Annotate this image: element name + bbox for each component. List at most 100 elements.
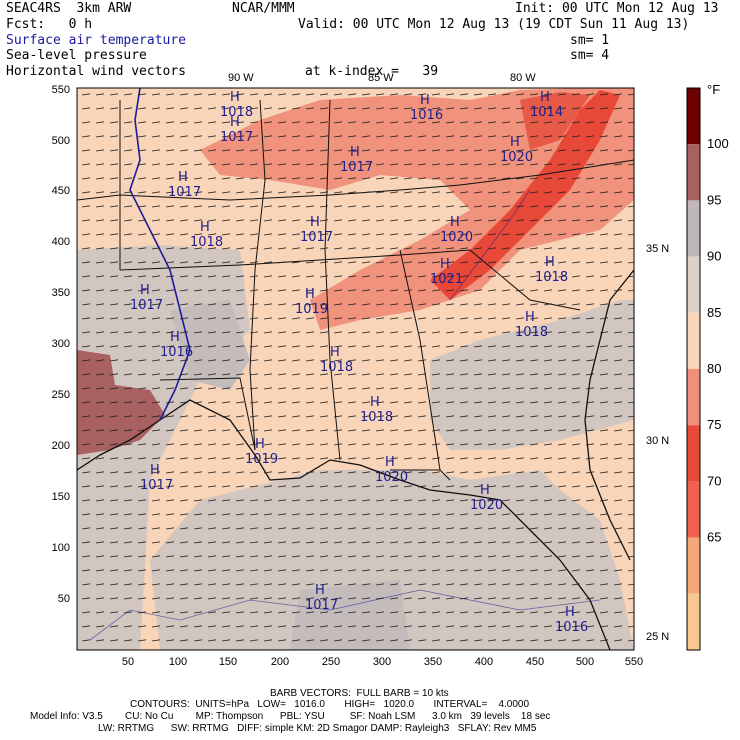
wind-barb — [109, 261, 119, 264]
wind-barb — [277, 317, 287, 320]
wind-barb — [417, 247, 427, 250]
wind-barb — [459, 415, 469, 418]
wind-barb — [627, 149, 634, 152]
wind-barb — [501, 499, 511, 502]
wind-barb — [515, 135, 525, 138]
wind-barb — [529, 261, 539, 264]
wind-barb — [291, 485, 301, 488]
wind-barb — [263, 429, 273, 432]
wind-barb — [235, 513, 245, 516]
wind-barb — [445, 499, 455, 502]
wind-barb — [109, 611, 119, 614]
wind-barb — [221, 429, 231, 432]
wind-barb — [305, 135, 315, 138]
wind-barb — [151, 555, 161, 558]
wind-barb — [445, 513, 455, 516]
wind-barb — [123, 639, 133, 642]
wind-barb — [473, 569, 483, 572]
wind-barb — [487, 205, 497, 208]
wind-barb — [389, 149, 399, 152]
wind-barb — [221, 359, 231, 362]
wind-barb — [235, 457, 245, 460]
wind-barb — [347, 261, 357, 264]
wind-barb — [613, 387, 623, 390]
wind-barb — [431, 261, 441, 264]
wind-barb — [249, 527, 259, 530]
wind-barb — [263, 177, 273, 180]
wind-barb — [137, 387, 147, 390]
wind-barb — [109, 135, 119, 138]
wind-barb — [151, 317, 161, 320]
wind-barb — [81, 527, 91, 530]
wind-barb — [179, 499, 189, 502]
wind-barb — [137, 569, 147, 572]
wind-barb — [515, 611, 525, 614]
wind-barb — [109, 177, 119, 180]
wind-barb — [473, 233, 483, 236]
wind-barb — [473, 121, 483, 124]
wind-barb — [459, 373, 469, 376]
wind-barb — [375, 345, 385, 348]
wind-barb — [529, 177, 539, 180]
wind-barb — [599, 583, 609, 586]
wind-barb — [221, 121, 231, 124]
wind-barb — [151, 331, 161, 334]
wind-barb — [431, 443, 441, 446]
wind-barb — [627, 205, 634, 208]
wind-barb — [403, 527, 413, 530]
wind-barb — [291, 401, 301, 404]
temperature-90-95-region — [170, 300, 250, 390]
wind-barb — [95, 401, 105, 404]
wind-barb — [361, 149, 371, 152]
wind-barb — [333, 583, 343, 586]
wind-barb — [627, 289, 634, 292]
wind-barb — [627, 485, 634, 488]
x-tick-label: 450 — [526, 656, 544, 668]
wind-barb — [347, 485, 357, 488]
wind-barb — [487, 303, 497, 306]
wind-barb — [417, 625, 427, 628]
wind-barb — [375, 401, 385, 404]
wind-barb — [347, 457, 357, 460]
wind-barb — [137, 513, 147, 516]
wind-barb — [585, 443, 595, 446]
wind-barb — [263, 317, 273, 320]
wind-barb — [165, 597, 175, 600]
wind-barb — [585, 93, 595, 96]
wind-barb — [249, 345, 259, 348]
wind-barb — [375, 219, 385, 222]
wind-barb — [277, 345, 287, 348]
wind-barb — [333, 373, 343, 376]
wind-barb — [179, 107, 189, 110]
wind-barb — [529, 527, 539, 530]
wind-barb — [585, 499, 595, 502]
wind-barb — [375, 331, 385, 334]
wind-barb — [305, 275, 315, 278]
wind-barb — [305, 317, 315, 320]
wind-barb — [515, 345, 525, 348]
temperature-90-95-region — [290, 580, 410, 650]
wind-barb — [109, 387, 119, 390]
wind-barb — [151, 121, 161, 124]
high-pressure-value: 1017 — [168, 185, 201, 200]
wind-barb — [585, 569, 595, 572]
wind-barb — [347, 555, 357, 558]
wind-barb — [151, 471, 161, 474]
x-axis-ticks: 50 100 150 200 250 300 350 400 450 500 550 — [122, 656, 643, 668]
wind-barb — [473, 499, 483, 502]
wind-barb — [417, 275, 427, 278]
wind-barb — [319, 639, 329, 642]
wind-barb — [599, 387, 609, 390]
wind-barb — [501, 107, 511, 110]
wind-barb — [389, 289, 399, 292]
wind-barb — [333, 527, 343, 530]
wind-barb — [291, 219, 301, 222]
wind-barb — [571, 597, 581, 600]
wind-barb — [193, 373, 203, 376]
wind-barb — [81, 163, 91, 166]
wind-barb — [627, 121, 634, 124]
wind-barb — [333, 555, 343, 558]
wind-barb — [627, 191, 634, 194]
wind-barb — [81, 135, 91, 138]
wind-barb — [487, 443, 497, 446]
